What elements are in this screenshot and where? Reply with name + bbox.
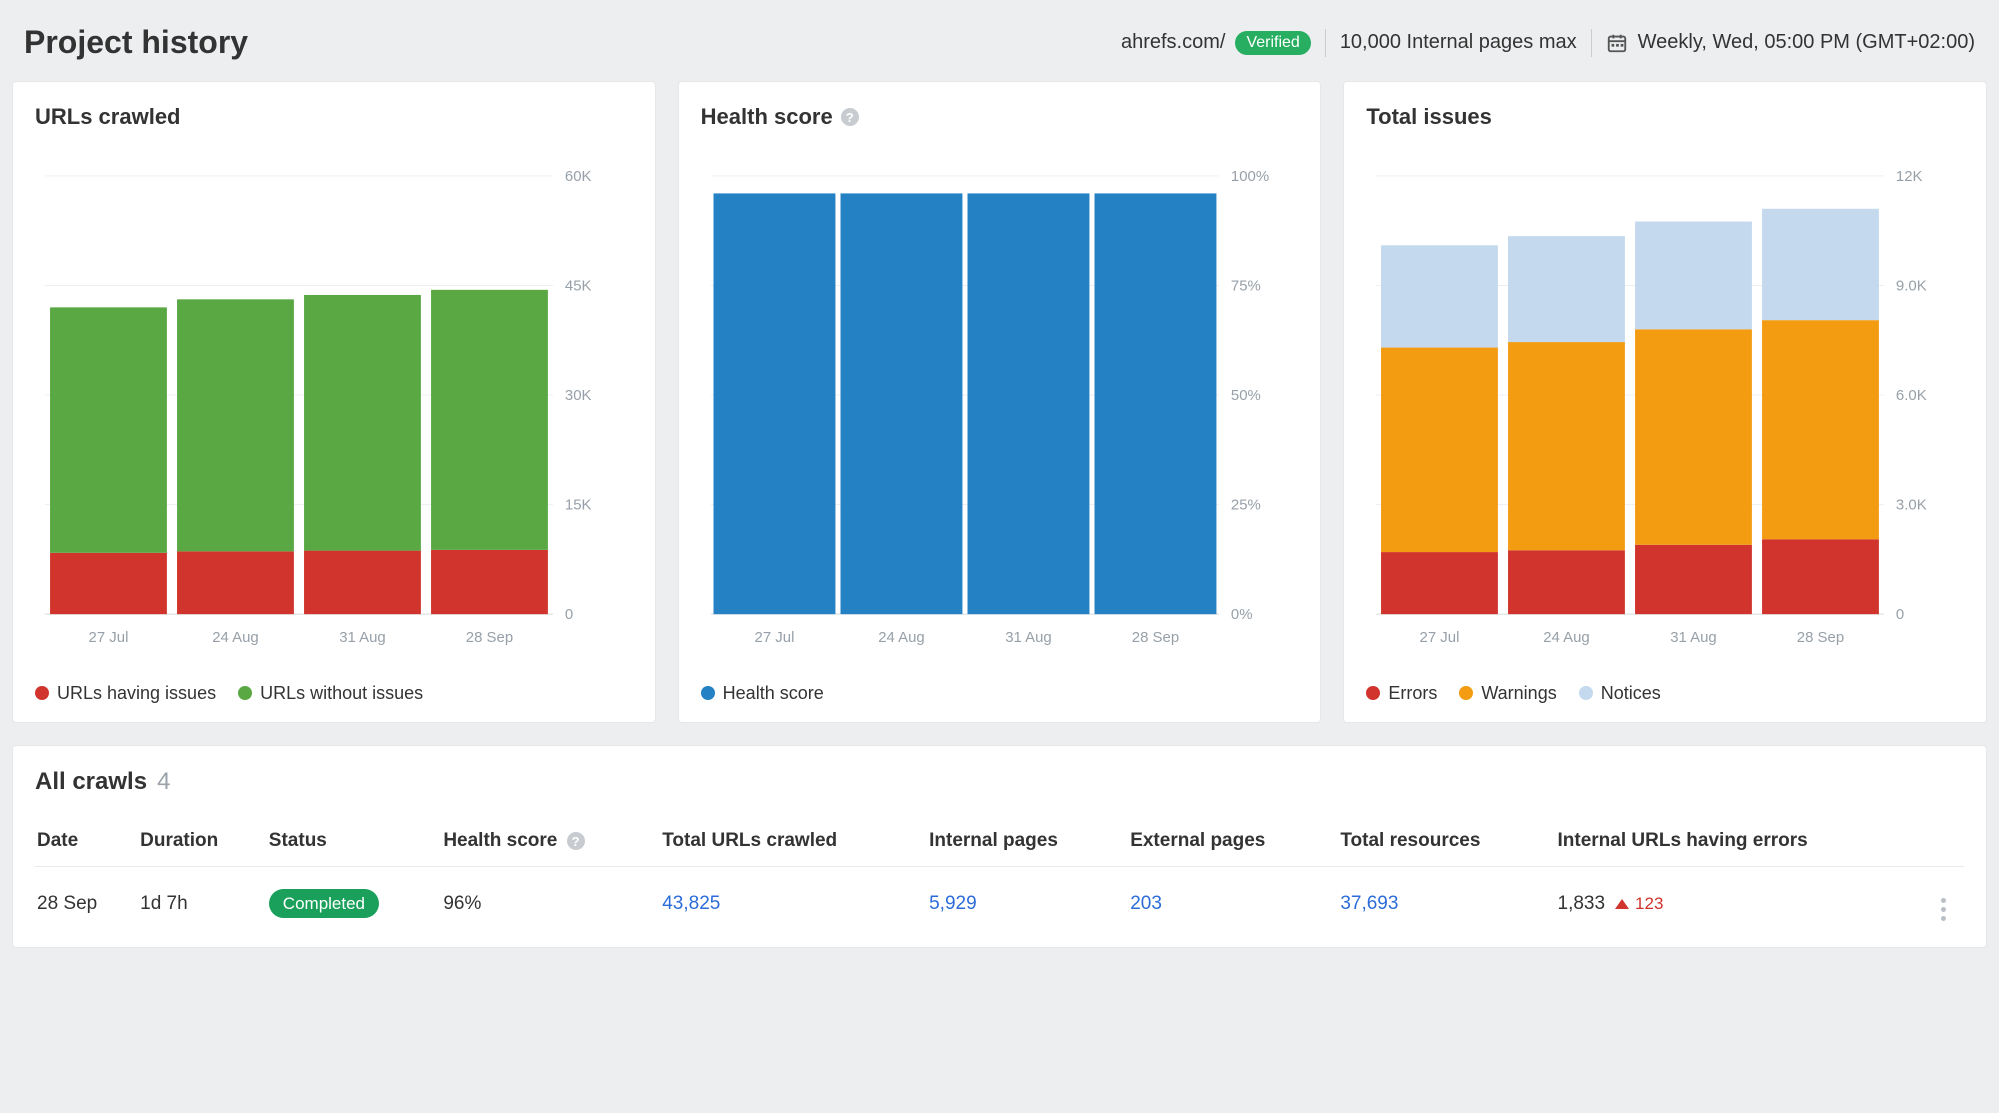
row-menu-button[interactable]: [1932, 898, 1954, 921]
total-issues-legend: Errors Warnings Notices: [1366, 683, 1964, 704]
svg-text:31 Aug: 31 Aug: [339, 629, 386, 646]
svg-text:27 Jul: 27 Jul: [754, 629, 794, 646]
col-total-urls[interactable]: Total URLs crawled: [660, 818, 927, 867]
verified-badge: Verified: [1235, 31, 1310, 55]
health-score-card: Health score ? 0% 25% 50% 75% 100% 27 Jul 24 A…: [678, 81, 1322, 723]
card-title: Total issues: [1366, 104, 1964, 130]
all-crawls-card: All crawls 4 Date Duration Status Health…: [12, 745, 1987, 948]
cell-total-urls[interactable]: 43,825: [660, 866, 927, 941]
card-title: URLs crawled: [35, 104, 633, 130]
legend-swatch: [238, 686, 252, 700]
crawls-table: Date Duration Status Health score ? Tota…: [35, 818, 1964, 941]
cell-internal[interactable]: 5,929: [927, 866, 1128, 941]
col-errors[interactable]: Internal URLs having errors: [1556, 818, 1931, 867]
col-health-label: Health score: [443, 830, 557, 851]
legend-label: URLs without issues: [260, 683, 423, 704]
legend-item[interactable]: Warnings: [1459, 683, 1556, 704]
legend-label: Health score: [723, 683, 824, 704]
svg-text:25%: 25%: [1231, 497, 1261, 514]
legend-swatch: [701, 686, 715, 700]
legend-item[interactable]: Errors: [1366, 683, 1437, 704]
svg-text:60K: 60K: [565, 168, 592, 185]
col-date[interactable]: Date: [35, 818, 138, 867]
divider: [1591, 29, 1592, 57]
calendar-icon: [1606, 32, 1628, 54]
schedule-text: Weekly, Wed, 05:00 PM (GMT+02:00): [1638, 31, 1975, 54]
legend-item[interactable]: URLs having issues: [35, 683, 216, 704]
legend-label: Warnings: [1481, 683, 1556, 704]
svg-text:27 Jul: 27 Jul: [89, 629, 129, 646]
svg-text:6.0K: 6.0K: [1896, 387, 1927, 404]
delta-up: 123: [1615, 894, 1663, 914]
svg-text:0: 0: [565, 606, 573, 623]
legend-swatch: [35, 686, 49, 700]
svg-text:0: 0: [1896, 606, 1904, 623]
svg-text:9.0K: 9.0K: [1896, 277, 1927, 294]
legend-label: Errors: [1388, 683, 1437, 704]
legend-swatch: [1366, 686, 1380, 700]
col-resources[interactable]: Total resources: [1338, 818, 1555, 867]
urls-crawled-card: URLs crawled 0 15K 30K 45K 60K 27 Jul 24 Aug 31…: [12, 81, 656, 723]
legend-item[interactable]: Health score: [701, 683, 824, 704]
urls-crawled-legend: URLs having issues URLs without issues: [35, 683, 633, 704]
cell-resources[interactable]: 37,693: [1338, 866, 1555, 941]
total-issues-chart[interactable]: 0 3.0K 6.0K 9.0K 12K 27 Jul 24 Aug 31 Aug 28 Sep: [1366, 146, 1964, 664]
svg-text:45K: 45K: [565, 277, 592, 294]
legend-swatch: [1579, 686, 1593, 700]
table-count: 4: [157, 768, 170, 796]
total-issues-card: Total issues 0 3.0K 6.0K 9.0K 12K 27 Jul 24 Au…: [1343, 81, 1987, 723]
triangle-up-icon: [1615, 899, 1629, 909]
svg-text:100%: 100%: [1231, 168, 1269, 185]
svg-text:0%: 0%: [1231, 606, 1253, 623]
cell-external[interactable]: 203: [1128, 866, 1338, 941]
svg-text:50%: 50%: [1231, 387, 1261, 404]
card-title: Health score: [701, 104, 833, 130]
svg-text:31 Aug: 31 Aug: [1005, 629, 1052, 646]
table-row[interactable]: 28 Sep1d 7hCompleted 96%43,8255,92920337,…: [35, 866, 1964, 941]
charts-row: URLs crawled 0 15K 30K 45K 60K 27 Jul 24 Aug 31…: [12, 81, 1987, 745]
svg-text:3.0K: 3.0K: [1896, 497, 1927, 514]
svg-text:24 Aug: 24 Aug: [212, 629, 259, 646]
cell-errors: 1,833123: [1556, 866, 1931, 941]
col-status[interactable]: Status: [267, 818, 442, 867]
svg-text:12K: 12K: [1896, 168, 1923, 185]
svg-text:28 Sep: 28 Sep: [1131, 629, 1178, 646]
legend-label: URLs having issues: [57, 683, 216, 704]
cell-status: Completed: [267, 866, 442, 941]
svg-text:24 Aug: 24 Aug: [878, 629, 925, 646]
divider: [1325, 29, 1326, 57]
svg-text:28 Sep: 28 Sep: [466, 629, 513, 646]
health-score-chart[interactable]: 0% 25% 50% 75% 100% 27 Jul 24 Aug 31 Aug 28 Sep: [701, 146, 1299, 664]
schedule-group[interactable]: Weekly, Wed, 05:00 PM (GMT+02:00): [1606, 31, 1975, 54]
status-pill: Completed: [269, 889, 379, 918]
col-health[interactable]: Health score ?: [441, 818, 660, 867]
svg-text:24 Aug: 24 Aug: [1544, 629, 1591, 646]
health-score-legend: Health score: [701, 683, 1299, 704]
help-icon[interactable]: ?: [841, 108, 859, 126]
cell-duration: 1d 7h: [138, 866, 267, 941]
cell-date: 28 Sep: [35, 866, 138, 941]
cell-health: 96%: [441, 866, 660, 941]
legend-label: Notices: [1601, 683, 1661, 704]
col-external[interactable]: External pages: [1128, 818, 1338, 867]
legend-item[interactable]: URLs without issues: [238, 683, 423, 704]
page-title: Project history: [24, 24, 248, 61]
legend-swatch: [1459, 686, 1473, 700]
svg-text:30K: 30K: [565, 387, 592, 404]
project-domain[interactable]: ahrefs.com/: [1121, 31, 1225, 54]
svg-text:28 Sep: 28 Sep: [1797, 629, 1844, 646]
svg-text:15K: 15K: [565, 497, 592, 514]
help-icon[interactable]: ?: [567, 832, 585, 850]
urls-crawled-chart[interactable]: 0 15K 30K 45K 60K 27 Jul 24 Aug 31 Aug 28 Sep: [35, 146, 633, 664]
col-duration[interactable]: Duration: [138, 818, 267, 867]
svg-text:27 Jul: 27 Jul: [1420, 629, 1460, 646]
legend-item[interactable]: Notices: [1579, 683, 1661, 704]
header-meta: ahrefs.com/ Verified 10,000 Internal pag…: [1121, 29, 1975, 57]
table-title: All crawls: [35, 768, 147, 796]
page-header: Project history ahrefs.com/ Verified 10,…: [12, 16, 1987, 81]
pages-max-label: 10,000 Internal pages max: [1340, 31, 1577, 54]
col-internal[interactable]: Internal pages: [927, 818, 1128, 867]
svg-text:31 Aug: 31 Aug: [1671, 629, 1718, 646]
svg-text:75%: 75%: [1231, 277, 1261, 294]
